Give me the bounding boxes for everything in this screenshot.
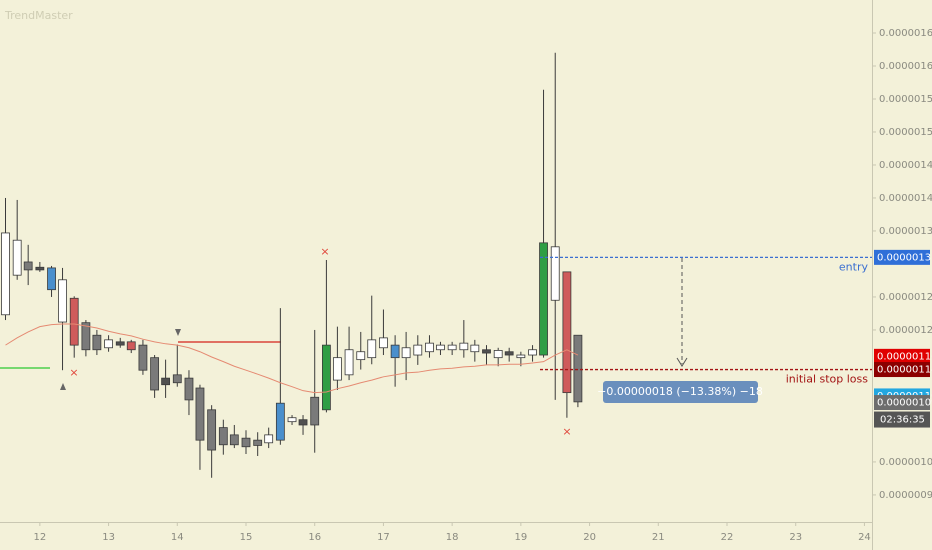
candle-body [138, 344, 148, 371]
measure-label: −0.00000018 (−13.38%) −18 [597, 385, 763, 398]
x-tick-label: 20 [583, 532, 596, 543]
signal-x: × [69, 366, 78, 379]
candle-body [550, 246, 560, 301]
x-tick-label: 23 [789, 532, 802, 543]
candle-body [264, 434, 274, 444]
candle-body [459, 342, 469, 351]
candle-body [379, 337, 388, 349]
x-tick-label: 21 [652, 532, 665, 543]
candle-body [23, 261, 33, 271]
x-tick-label: 17 [377, 532, 390, 543]
signal-x: × [562, 425, 571, 438]
candle-body [356, 351, 366, 361]
price-tag-label: 0.00000116 [877, 351, 932, 362]
y-tick-label: 0.00000095 [879, 490, 932, 501]
candle-body [321, 344, 331, 411]
candle-body [470, 344, 480, 353]
x-tick-label: 15 [240, 532, 253, 543]
candle-body [390, 344, 400, 359]
candle-body [332, 357, 342, 381]
candle-body [275, 402, 285, 441]
price-tag [874, 362, 930, 378]
x-tick-label: 12 [33, 532, 46, 543]
y-tick-label: 0.00000155 [879, 94, 932, 105]
candle-body [115, 341, 125, 346]
candle-body [81, 322, 91, 351]
y-tick-label: 0.00000165 [879, 28, 932, 39]
price-tag-label: 0.00000109 [877, 398, 932, 409]
candle-body [126, 341, 136, 351]
candle-body [493, 350, 503, 359]
candle-body [184, 377, 194, 401]
countdown: 02:36:35 [880, 415, 925, 426]
moving-average [5, 323, 579, 394]
candle-body [58, 279, 67, 323]
candle-body [425, 342, 434, 353]
candle-body [218, 427, 228, 446]
x-tick-label: 16 [308, 532, 321, 543]
y-tick-label: 0.00000125 [879, 292, 932, 303]
candle-body [104, 339, 113, 349]
candle-body [310, 396, 320, 426]
level-label: initial stop loss [786, 373, 869, 386]
candle-body [207, 409, 217, 451]
price-tag [874, 395, 930, 411]
signal-arrow [175, 329, 181, 336]
candle-body [504, 351, 514, 356]
signal-arrow [60, 383, 66, 390]
price-tag [874, 348, 930, 364]
candle-body [539, 242, 548, 356]
x-tick-label: 18 [446, 532, 459, 543]
y-tick-label: 0.00000135 [879, 226, 932, 237]
candle-body [562, 271, 572, 394]
candle-body [482, 349, 491, 354]
candle-body [241, 437, 251, 448]
candle-body [344, 349, 354, 376]
candle-body [47, 267, 56, 291]
price-tag-label: 0.00000131 [877, 252, 932, 263]
candle-body [367, 339, 377, 359]
candle-body [528, 349, 537, 356]
measure-box [603, 381, 758, 403]
candle-body [35, 266, 45, 271]
candle-body [298, 419, 308, 426]
candle-body [69, 297, 79, 346]
candle-body [172, 374, 182, 384]
candle-body [253, 439, 263, 446]
price-tag-label: 0.00000114 [877, 365, 932, 376]
x-tick-label: 13 [102, 532, 115, 543]
watermark: TrendMaster [4, 9, 73, 22]
candle-body [287, 417, 297, 423]
x-tick-label: 14 [171, 532, 184, 543]
candle-body [436, 344, 445, 351]
candle-body [401, 347, 411, 359]
candle-body [229, 434, 239, 446]
x-tick-label: 19 [514, 532, 527, 543]
measure-arrowhead [676, 357, 688, 367]
x-tick-label: 24 [858, 532, 871, 543]
candle-body [516, 354, 526, 359]
candle-body [447, 344, 457, 351]
candle-body [195, 387, 205, 441]
candle-body [573, 334, 583, 403]
x-tick-label: 22 [721, 532, 734, 543]
candle-body [12, 239, 22, 276]
y-tick-label: 0.00000145 [879, 160, 932, 171]
candle-body [92, 334, 102, 351]
level-label: entry [839, 260, 869, 273]
candle-body [161, 377, 171, 386]
candle-body [150, 357, 160, 391]
countdown-box [874, 411, 930, 428]
candle-body [413, 344, 423, 356]
price-tag [874, 249, 930, 265]
candle-body [1, 232, 10, 316]
signal-x: × [320, 245, 329, 258]
